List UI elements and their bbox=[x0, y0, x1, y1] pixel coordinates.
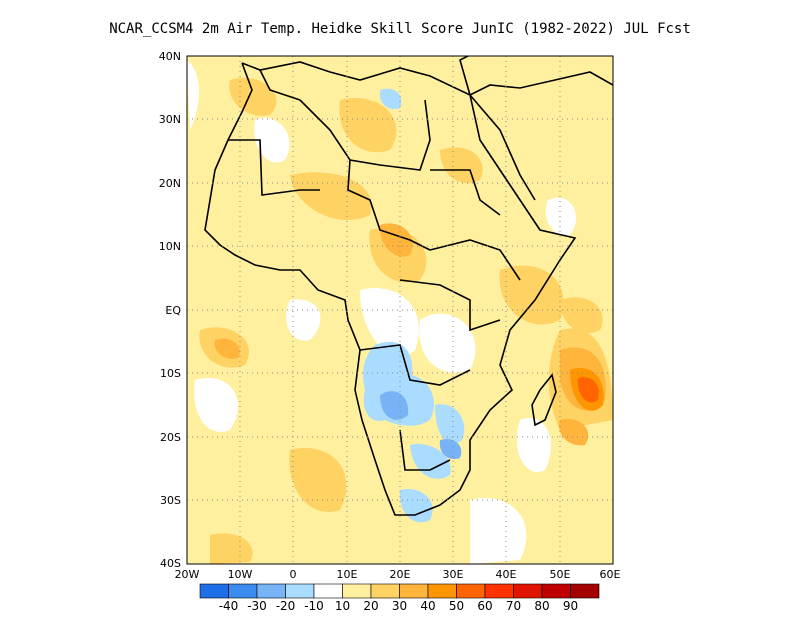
lon-label: 20W bbox=[175, 568, 200, 581]
longitude-labels: 20W 10W 0 10E 20E 30E 40E 50E 60E bbox=[175, 568, 621, 581]
colorbar-swatch bbox=[285, 583, 315, 599]
colorbar-swatch bbox=[399, 583, 429, 599]
colorbar-swatch bbox=[456, 583, 486, 599]
lon-label: 50E bbox=[550, 568, 571, 581]
lon-label: 10E bbox=[337, 568, 358, 581]
colorbar-label: 50 bbox=[449, 599, 464, 613]
lon-label: 10W bbox=[228, 568, 253, 581]
lon-label: 20E bbox=[390, 568, 411, 581]
colorbar-label: 90 bbox=[563, 599, 578, 613]
lat-label: 30N bbox=[159, 113, 181, 126]
colorbar-labels: -40 -30 -20 -10 10 20 30 40 50 60 70 80 90 bbox=[219, 599, 578, 613]
lat-label: 40S bbox=[160, 557, 181, 570]
lat-label: 30S bbox=[160, 494, 181, 507]
colorbar-label: 70 bbox=[506, 599, 521, 613]
colorbar-swatch bbox=[370, 583, 400, 599]
colorbar-label: 10 bbox=[335, 599, 350, 613]
colorbar-label: -20 bbox=[276, 599, 296, 613]
colorbar-label: -10 bbox=[304, 599, 324, 613]
colorbar-swatch bbox=[484, 583, 514, 599]
skill-score-field bbox=[187, 56, 613, 564]
map-gridlines bbox=[187, 56, 613, 564]
lat-label: 20S bbox=[160, 431, 181, 444]
lon-label: 40E bbox=[496, 568, 517, 581]
colorbar bbox=[199, 583, 600, 599]
colorbar-swatch bbox=[313, 583, 343, 599]
map-title: NCAR_CCSM4 2m Air Temp. Heidke Skill Sco… bbox=[109, 21, 691, 37]
lat-label: EQ bbox=[165, 304, 181, 317]
colorbar-swatch bbox=[427, 583, 457, 599]
colorbar-swatch bbox=[570, 583, 600, 599]
colorbar-swatch bbox=[541, 583, 571, 599]
lon-label: 0 bbox=[290, 568, 297, 581]
coastline-borders bbox=[204, 56, 613, 516]
lat-label: 10N bbox=[159, 240, 181, 253]
lat-label: 10S bbox=[160, 367, 181, 380]
lat-label: 20N bbox=[159, 177, 181, 190]
colorbar-label: 40 bbox=[420, 599, 435, 613]
colorbar-swatch bbox=[342, 583, 372, 599]
colorbar-label: 20 bbox=[363, 599, 378, 613]
colorbar-label: 80 bbox=[534, 599, 549, 613]
lon-label: 60E bbox=[600, 568, 621, 581]
colorbar-swatch bbox=[513, 583, 543, 599]
colorbar-label: -30 bbox=[247, 599, 267, 613]
colorbar-label: -40 bbox=[219, 599, 239, 613]
colorbar-label: 60 bbox=[477, 599, 492, 613]
latitude-labels: 40N 30N 20N 10N EQ 10S 20S 30S 40S bbox=[159, 50, 182, 570]
lat-label: 40N bbox=[159, 50, 181, 63]
lon-label: 30E bbox=[443, 568, 464, 581]
map-frame bbox=[186, 55, 614, 565]
colorbar-swatch bbox=[256, 583, 286, 599]
colorbar-swatch bbox=[199, 583, 229, 599]
colorbar-label: 30 bbox=[392, 599, 407, 613]
colorbar-swatch bbox=[228, 583, 258, 599]
